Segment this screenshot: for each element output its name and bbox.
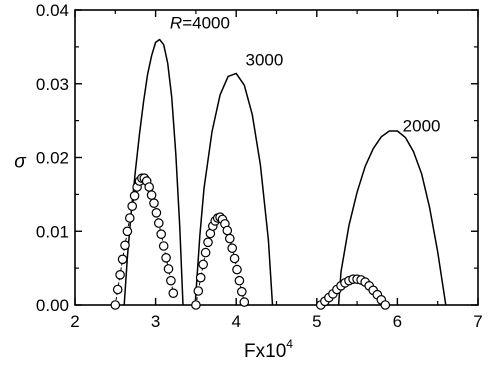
data-point-circle	[191, 300, 201, 310]
data-point-circle	[158, 241, 169, 251]
y-axis-title: σ	[14, 152, 27, 173]
curve-line-1	[123, 38, 184, 306]
text-layer: σ Fx104 2 3 4 5 6 7 0.00 0.01 0.02 0.03 0.04 R=4000…	[14, 1, 482, 362]
x-tick-label: 2	[70, 312, 79, 331]
data-point-circle	[168, 288, 179, 298]
data-point-circle	[154, 218, 164, 228]
y-tick-label: 0.04	[36, 1, 69, 20]
curve-annotation-2: 3000	[245, 50, 283, 69]
x-tick-label: 6	[393, 312, 402, 331]
x-axis-title-exponent: 4	[286, 337, 293, 351]
data-point-circle	[239, 297, 250, 307]
x-tick-label: 3	[151, 312, 160, 331]
x-axis-title-base: Fx10	[244, 341, 286, 362]
y-tick-label: 0.01	[36, 222, 69, 241]
data-point-circle	[156, 229, 166, 239]
curve-line-3	[337, 130, 447, 306]
data-point-circle	[120, 240, 130, 251]
data-point-circle	[227, 243, 237, 253]
data-point-circle	[200, 247, 211, 258]
y-tick-label: 0.03	[36, 75, 69, 94]
data-point-circle	[198, 259, 208, 270]
x-tick-label: 7	[473, 312, 482, 331]
data-point-circle	[112, 284, 123, 295]
data-point-circle	[144, 182, 154, 192]
data-point-circle	[122, 226, 133, 237]
data-point-circle	[149, 198, 159, 208]
data-point-circle	[127, 201, 137, 211]
data-point-circle	[166, 275, 176, 286]
data-point-circle	[232, 264, 242, 275]
data-point-circle	[151, 208, 162, 218]
data-point-circle	[222, 225, 233, 236]
annotation-variable: R	[170, 13, 182, 32]
data-point-circle	[125, 213, 135, 223]
plot-layer	[74, 9, 479, 310]
data-point-circle	[110, 300, 121, 310]
curve-line-2	[194, 72, 274, 306]
data-point-circle	[195, 272, 206, 283]
x-tick-label: 4	[231, 312, 240, 331]
data-point-circle	[163, 264, 174, 274]
data-point-circle	[115, 269, 125, 280]
data-point-circle	[203, 237, 213, 248]
data-point-circle	[117, 254, 128, 265]
y-tick-label: 0.02	[36, 149, 69, 168]
data-point-circle	[161, 252, 171, 263]
curve-annotation-3: 2000	[403, 117, 441, 136]
data-point-circle	[146, 190, 157, 200]
data-point-circle	[129, 191, 140, 201]
y-tick-label: 0.00	[36, 296, 69, 315]
x-axis-title: Fx104	[244, 337, 293, 362]
data-point-circle	[229, 253, 240, 264]
data-point-circle	[380, 300, 391, 310]
data-point-circle	[234, 275, 245, 286]
data-point-circle	[193, 286, 204, 296]
x-tick-label: 5	[312, 312, 321, 331]
data-point-circle	[225, 233, 235, 244]
curve-annotation-1: R=4000	[170, 13, 230, 32]
annotation-value: =4000	[182, 13, 230, 32]
data-point-circle	[237, 286, 247, 297]
